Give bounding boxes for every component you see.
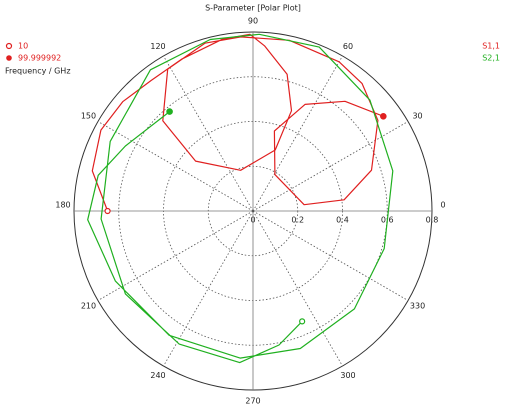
end-marker — [380, 113, 387, 120]
legend-end-marker — [6, 55, 12, 61]
legend-start-freq: 10 — [18, 42, 28, 51]
legend-end-freq: 99.999992 — [18, 54, 61, 63]
legend-label: S1,1 — [482, 42, 500, 51]
start-marker — [104, 207, 111, 215]
theta-tick-label: 90 — [248, 17, 258, 26]
r-tick-label: 0.8 — [426, 216, 439, 225]
theta-tick-label: 0 — [440, 201, 445, 210]
theta-tick-label: 330 — [410, 302, 425, 311]
theta-tick-label: 150 — [81, 112, 96, 121]
theta-tick-label: 270 — [245, 397, 260, 406]
series-line — [91, 33, 384, 212]
grid-spoke — [163, 55, 254, 212]
end-marker — [166, 108, 173, 115]
theta-tick-label: 300 — [340, 371, 355, 380]
legend-label: S2,1 — [482, 54, 500, 63]
grid-spoke — [252, 210, 343, 367]
series-line — [87, 33, 394, 364]
grid-spoke — [252, 55, 343, 212]
theta-tick-label: 120 — [150, 42, 165, 51]
theta-tick-label: 240 — [150, 371, 165, 380]
theta-tick-label: 60 — [343, 42, 353, 51]
r-tick-label: 0.4 — [336, 216, 349, 225]
grid-spoke — [97, 121, 254, 212]
r-tick-label: 0.2 — [291, 216, 304, 225]
legend-start-marker — [5, 42, 13, 50]
theta-tick-label: 30 — [412, 112, 422, 121]
frequency-legend-title: Frequency / GHz — [5, 67, 71, 76]
chart-title: S-Parameter [Polar Plot] — [205, 4, 301, 13]
start-marker — [299, 318, 306, 325]
theta-tick-label: 180 — [55, 201, 70, 210]
theta-tick-label: 210 — [81, 302, 96, 311]
